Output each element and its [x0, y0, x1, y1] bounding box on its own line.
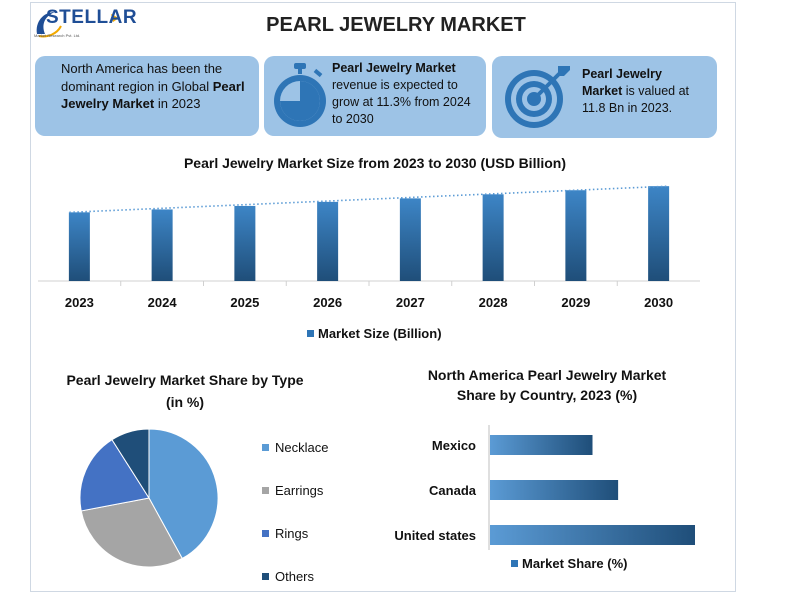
value-card: Pearl Jewelry Market is valued at 11.8 B… — [492, 56, 717, 138]
bar-2025 — [234, 205, 256, 281]
value-card-text: is valued at 11.8 Bn in 2023. — [582, 83, 690, 115]
target-icon — [505, 66, 570, 128]
region-card-bold: Pearl Jewelry Market — [61, 78, 245, 112]
x-tick-label: 2030 — [644, 295, 673, 310]
pie-slice-earrings — [80, 497, 183, 568]
x-tick-label: 2026 — [313, 295, 342, 310]
brand-tagline: Market Research Pvt. Ltd. — [34, 33, 81, 38]
brand-name: STELLAR — [46, 7, 138, 28]
growth-card: Pearl Jewelry Market revenue is expected… — [264, 56, 486, 136]
pie-slice-rings — [79, 439, 150, 512]
country-bar-mexico — [490, 435, 593, 455]
pie-legend-label: Necklace — [275, 440, 329, 455]
country-legend-label: Market Share (%) — [522, 556, 627, 571]
pie-legend-swatch — [262, 444, 269, 451]
pie-legend-item: Necklace — [262, 440, 328, 455]
bar-legend-swatch — [307, 330, 314, 337]
bar-chart-title: Pearl Jewelry Market Size from 2023 to 2… — [184, 155, 566, 171]
bar-2023 — [68, 212, 90, 281]
country-label: United states — [394, 528, 476, 543]
x-tick-label: 2029 — [561, 295, 590, 310]
country-chart-title: North America Pearl Jewelry Market Share… — [427, 367, 667, 404]
pie-legend-swatch — [262, 487, 269, 494]
pie-chart-subtitle: (in %) — [165, 394, 205, 410]
x-tick-label: 2024 — [148, 295, 178, 310]
x-tick-label: 2027 — [396, 295, 425, 310]
bar-2027 — [399, 198, 421, 281]
x-tick-label: 2028 — [479, 295, 508, 310]
page-title: PEARL JEWELRY MARKET — [266, 14, 526, 36]
pie-slice-necklace — [148, 428, 219, 560]
pie-legend-swatch — [262, 530, 269, 537]
market-size-chart: Pearl Jewelry Market Size from 2023 to 2… — [38, 155, 700, 341]
bar-2030 — [648, 186, 670, 281]
growth-card-bold: Pearl Jewelry Market — [332, 61, 456, 75]
bar-legend-label: Market Size (Billion) — [318, 326, 442, 341]
pie-legend-label: Others — [275, 569, 315, 584]
stopwatch-icon — [274, 63, 326, 127]
bar-2029 — [565, 190, 587, 281]
country-bar-canada — [490, 480, 619, 500]
pie-legend-swatch — [262, 573, 269, 580]
country-legend-swatch — [511, 560, 518, 567]
pie-legend-label: Earrings — [275, 483, 324, 498]
stellar-logo-icon — [36, 12, 119, 38]
bar-2024 — [151, 209, 173, 281]
region-card: North America has been the dominant regi… — [35, 56, 259, 136]
bar-2028 — [482, 194, 504, 281]
x-tick-label: 2025 — [230, 295, 259, 310]
country-label: Mexico — [432, 438, 476, 453]
x-tick-label: 2023 — [65, 295, 94, 310]
value-card-bold: Pearl Jewelry Market — [582, 67, 662, 98]
country-label: Canada — [429, 483, 477, 498]
pie-legend-label: Rings — [275, 526, 309, 541]
bar-2026 — [317, 201, 339, 281]
pie-slice-others — [111, 428, 150, 500]
country-bar-united-states — [490, 525, 695, 545]
region-card-text: North America has been the dominant regi… — [61, 61, 223, 94]
growth-card-text: revenue is expected to grow at 11.3% fro… — [332, 77, 471, 126]
pie-chart-title: Pearl Jewelry Market Share by Type — [66, 372, 304, 388]
pie-legend-item: Others — [262, 569, 314, 584]
pie-legend-item: Rings — [262, 526, 308, 541]
region-card-post: in 2023 — [154, 96, 201, 112]
pie-legend-item: Earrings — [262, 483, 323, 498]
